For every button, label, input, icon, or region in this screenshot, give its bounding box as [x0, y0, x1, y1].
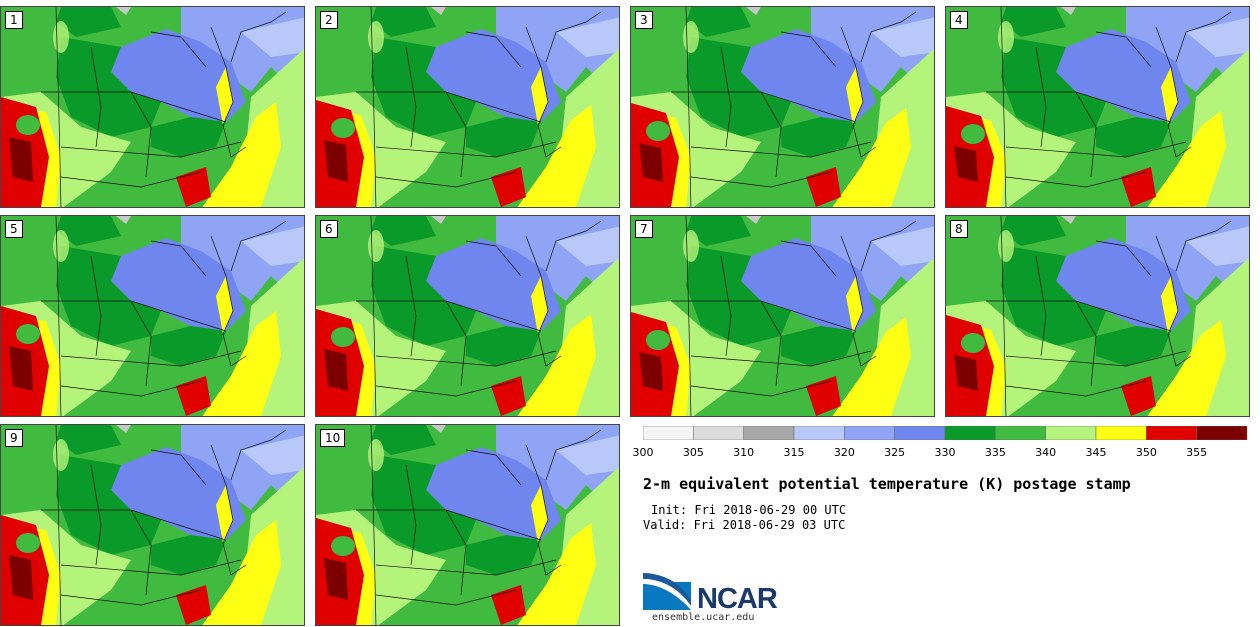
colorbar-tick-label: 335 [984, 446, 1006, 459]
ensemble-member-map: 10 [315, 424, 620, 626]
colorbar-swatch [1045, 426, 1097, 440]
ensemble-member-map: 6 [315, 215, 620, 417]
valid-time: Valid: Fri 2018-06-29 03 UTC [643, 518, 846, 532]
ensemble-member-map: 8 [945, 215, 1250, 417]
ensemble-member-map: 5 [0, 215, 305, 417]
ensemble-member-map: 3 [630, 6, 935, 208]
ensemble-member-map: 4 [945, 6, 1250, 208]
member-number-label: 3 [635, 11, 653, 29]
member-number-label: 1 [5, 11, 23, 29]
ensemble-member-map: 2 [315, 6, 620, 208]
member-number-label: 6 [320, 220, 338, 238]
colorbar-swatch [844, 426, 895, 440]
colorbar-tick-label: 330 [934, 446, 956, 459]
colorbar-tick-label: 320 [833, 446, 855, 459]
member-number-label: 9 [5, 429, 23, 447]
colorbar [643, 426, 1248, 440]
init-time: Init: Fri 2018-06-29 00 UTC [651, 503, 847, 517]
ensemble-member-map: 7 [630, 215, 935, 417]
colorbar-swatch [944, 426, 996, 440]
colorbar-tick-label: 300 [632, 446, 654, 459]
colorbar-swatch [1146, 426, 1197, 440]
colorbar-tick-label: 310 [733, 446, 755, 459]
member-number-label: 5 [5, 220, 23, 238]
colorbar-tick-label: 345 [1085, 446, 1107, 459]
colorbar-tick-label: 315 [783, 446, 805, 459]
ncar-logo-icon [643, 573, 691, 610]
member-number-label: 7 [635, 220, 653, 238]
colorbar-swatch [894, 426, 946, 440]
member-number-label: 4 [950, 11, 968, 29]
colorbar-swatch [643, 426, 694, 440]
colorbar-tick-label: 305 [682, 446, 704, 459]
site-url: ensemble.ucar.edu [652, 612, 755, 623]
colorbar-swatch [995, 426, 1046, 440]
member-number-label: 2 [320, 11, 338, 29]
colorbar-tick-label: 355 [1186, 446, 1208, 459]
colorbar-swatch [1196, 426, 1248, 440]
member-number-label: 10 [320, 429, 346, 447]
colorbar-swatch [693, 426, 744, 440]
colorbar-swatch [1095, 426, 1147, 440]
colorbar-swatch [743, 426, 795, 440]
colorbar-tick-label: 325 [884, 446, 906, 459]
figure-title: 2-m equivalent potential temperature (K)… [643, 475, 1131, 493]
colorbar-tick-label: 350 [1135, 446, 1157, 459]
logo-name: NCAR [697, 583, 778, 615]
ensemble-member-map: 9 [0, 424, 305, 626]
member-number-label: 8 [950, 220, 968, 238]
ensemble-member-map: 1 [0, 6, 305, 208]
colorbar-tick-label: 340 [1035, 446, 1057, 459]
colorbar-swatch [793, 426, 845, 440]
